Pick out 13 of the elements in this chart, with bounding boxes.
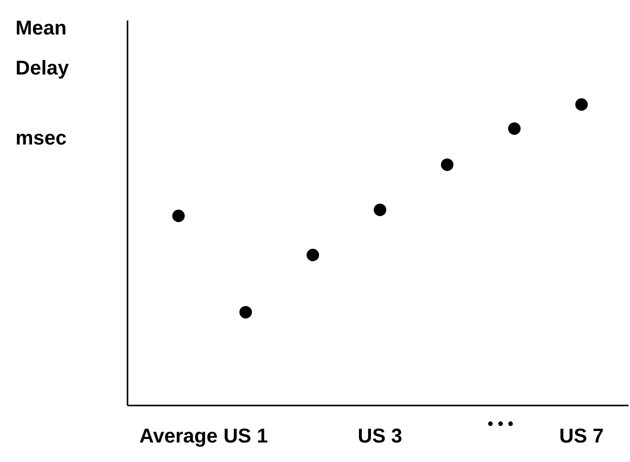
x-tick-label: Average — [139, 426, 218, 448]
text: • • • — [488, 416, 514, 433]
x-tick-label: US 3 — [358, 426, 402, 448]
point — [575, 98, 588, 111]
point — [374, 204, 386, 216]
text: Mean Delay msec — [16, 18, 69, 150]
point — [508, 122, 521, 135]
point — [172, 210, 185, 222]
x-tick-label: US 1 — [223, 426, 268, 448]
point — [306, 248, 320, 262]
x-tick-label: US 7 — [559, 426, 604, 448]
point — [440, 158, 454, 171]
point — [239, 306, 252, 318]
